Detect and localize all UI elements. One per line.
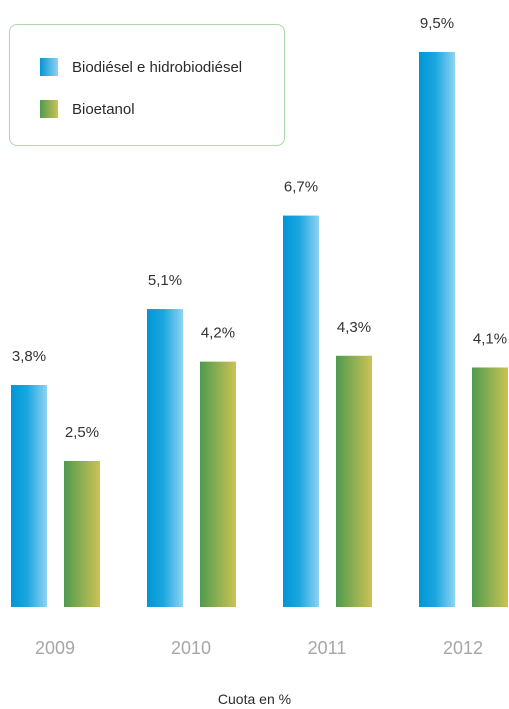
value-label-2010-series-1: 4,2% xyxy=(201,325,235,342)
bar-2012-series-0 xyxy=(419,52,455,607)
value-label-2009-series-0: 3,8% xyxy=(12,348,46,365)
legend-swatch-series-0 xyxy=(40,58,58,76)
legend-label-series-0: Biodiésel e hidrobiodiésel xyxy=(72,58,243,76)
bar-2011-series-1 xyxy=(336,355,372,607)
legend-item-series-1: Bioetanol xyxy=(40,100,135,118)
value-label-2012-series-1: 4,1% xyxy=(473,330,507,347)
legend: Biodiésel e hidrobiodiésel Bioetanol xyxy=(9,24,285,146)
category-label-2009: 2009 xyxy=(35,638,75,658)
value-labels-group: 3,8% 2,5% 5,1% 4,2% 6,7% 4,3% 9,5% 4,1% xyxy=(12,15,507,441)
legend-swatch-series-1 xyxy=(40,100,58,118)
value-label-2009-series-1: 2,5% xyxy=(65,424,99,441)
value-label-2011-series-0: 6,7% xyxy=(284,179,318,196)
value-label-2012-series-0: 9,5% xyxy=(420,15,454,32)
bars-group xyxy=(11,52,508,607)
bar-2009-series-1 xyxy=(64,460,100,607)
category-label-2012: 2012 xyxy=(443,638,483,658)
category-label-2010: 2010 xyxy=(171,638,211,658)
bar-2012-series-1 xyxy=(472,367,508,607)
chart-footer-note: Cuota en % xyxy=(217,691,292,707)
bar-2009-series-0 xyxy=(11,385,47,607)
value-label-2010-series-0: 5,1% xyxy=(148,272,182,289)
value-label-2011-series-1: 4,3% xyxy=(337,319,371,336)
legend-label-series-1: Bioetanol xyxy=(72,100,135,118)
bar-2010-series-1 xyxy=(200,361,236,607)
legend-item-series-0: Biodiésel e hidrobiodiésel xyxy=(40,58,242,76)
category-label-2011: 2011 xyxy=(308,638,347,658)
category-labels-group: 2009 2010 2011 2012 xyxy=(35,638,483,658)
bar-2010-series-0 xyxy=(147,309,183,607)
bar-2011-series-0 xyxy=(283,215,319,607)
